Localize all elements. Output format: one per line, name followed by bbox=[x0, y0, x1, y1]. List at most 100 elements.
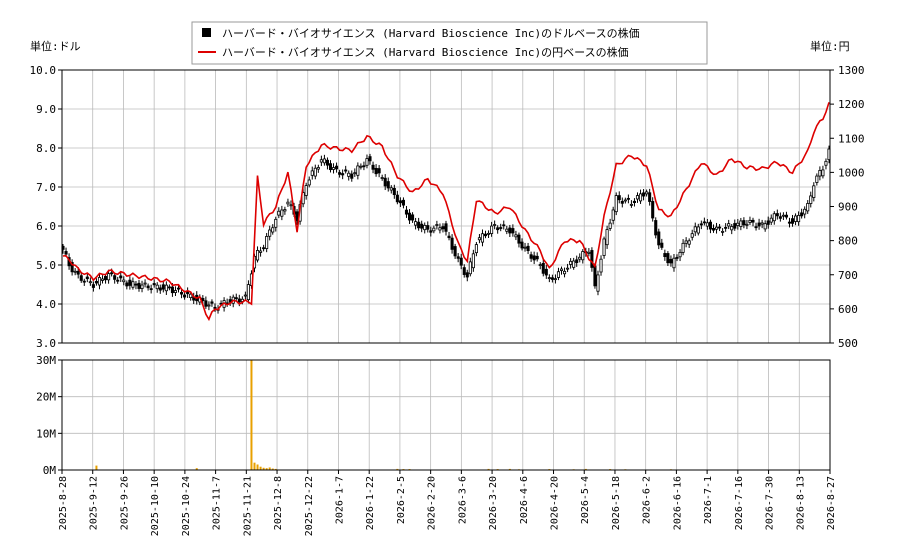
usd-candle-body bbox=[256, 250, 260, 261]
usd-candle-body bbox=[280, 209, 284, 217]
usd-candle-body bbox=[718, 226, 722, 229]
x-tick-label: 2025-10-24 bbox=[181, 476, 192, 536]
usd-candle-body bbox=[639, 193, 643, 202]
y-tick-label-jpy: 1100 bbox=[838, 132, 865, 145]
usd-candle-body bbox=[164, 284, 168, 292]
y-tick-label-jpy: 1200 bbox=[838, 98, 865, 111]
usd-candle-body bbox=[398, 200, 402, 204]
usd-candle-body bbox=[556, 271, 561, 278]
x-tick-label: 2026-6-16 bbox=[672, 476, 683, 530]
usd-candle-body bbox=[635, 195, 640, 200]
usd-candle-body bbox=[787, 221, 792, 224]
usd-candle-body bbox=[754, 226, 758, 229]
volume-bar bbox=[487, 468, 490, 470]
usd-candle-body bbox=[338, 172, 342, 175]
usd-candle-body bbox=[587, 251, 591, 254]
usd-candle-body bbox=[590, 250, 594, 268]
y-tick-label-jpy: 700 bbox=[838, 269, 858, 282]
usd-candle-body bbox=[158, 287, 162, 291]
y-tick-label-usd: 7.0 bbox=[36, 181, 56, 194]
volume-bar bbox=[274, 468, 277, 470]
usd-candle-body bbox=[493, 224, 497, 226]
usd-candle-body bbox=[617, 195, 621, 201]
usd-candle-body bbox=[125, 282, 129, 287]
x-tick-label: 2026-1-7 bbox=[334, 476, 345, 524]
usd-candle-body bbox=[234, 297, 238, 300]
usd-candle-body bbox=[180, 292, 184, 295]
usd-candle-body bbox=[183, 294, 187, 298]
usd-candle-body bbox=[435, 224, 439, 226]
usd-candle-body bbox=[766, 220, 770, 225]
usd-candle-body bbox=[572, 260, 576, 268]
volume-bar bbox=[396, 468, 399, 470]
volume-panel-frame bbox=[61, 359, 831, 471]
usd-candle-body bbox=[322, 158, 326, 164]
jpy-price-line bbox=[62, 102, 830, 322]
usd-candle-body bbox=[383, 177, 387, 187]
usd-candle-body bbox=[757, 222, 761, 227]
usd-candle-body bbox=[128, 279, 132, 286]
y-tick-label-jpy: 1000 bbox=[838, 166, 865, 179]
usd-candle-body bbox=[809, 195, 813, 204]
usd-candle-body bbox=[535, 255, 539, 260]
usd-candle-body bbox=[797, 214, 801, 223]
usd-candle-body bbox=[237, 298, 241, 303]
usd-candle-body bbox=[763, 223, 767, 230]
usd-candle-body bbox=[629, 203, 633, 206]
usd-candle-body bbox=[517, 234, 521, 244]
volume-tick-label: 0M bbox=[43, 464, 57, 477]
y-tick-label-usd: 5.0 bbox=[36, 259, 56, 272]
usd-candle-body bbox=[426, 225, 430, 230]
usd-candle-body bbox=[88, 281, 92, 284]
usd-candle-body bbox=[462, 267, 466, 275]
usd-candle-body bbox=[705, 222, 709, 227]
usd-candle-body bbox=[404, 209, 409, 215]
usd-candle-body bbox=[143, 282, 147, 285]
usd-candle-body bbox=[693, 226, 697, 233]
usd-candle-body bbox=[131, 281, 135, 288]
usd-candle-body bbox=[429, 230, 433, 233]
usd-candle-body bbox=[803, 208, 807, 215]
usd-candle-body bbox=[283, 209, 287, 212]
volume-bar bbox=[259, 466, 262, 470]
usd-candle-body bbox=[690, 233, 694, 238]
usd-candle-body bbox=[319, 159, 323, 163]
usd-candle-body bbox=[401, 199, 405, 206]
usd-candle-body bbox=[541, 262, 545, 274]
usd-candle-body bbox=[632, 200, 636, 203]
usd-candle-body bbox=[91, 284, 95, 288]
usd-candle-body bbox=[523, 246, 527, 249]
usd-candle-body bbox=[724, 226, 728, 229]
usd-candle-body bbox=[687, 240, 691, 245]
usd-candle-body bbox=[769, 217, 773, 223]
usd-candle-body bbox=[213, 306, 217, 309]
y-tick-label-jpy: 1300 bbox=[838, 64, 865, 77]
usd-candle-body bbox=[514, 234, 518, 238]
usd-candle-body bbox=[593, 265, 597, 287]
usd-candle-body bbox=[122, 279, 126, 283]
usd-candle-body bbox=[800, 212, 804, 217]
usd-candle-body bbox=[620, 200, 624, 204]
x-tick-label: 2026-8-27 bbox=[826, 476, 837, 530]
y-tick-label-usd: 3.0 bbox=[36, 337, 56, 350]
usd-candle-body bbox=[581, 251, 585, 261]
usd-candle-body bbox=[790, 218, 795, 224]
usd-candle-body bbox=[356, 165, 360, 176]
usd-candle-body bbox=[663, 253, 667, 258]
usd-candle-body bbox=[350, 173, 354, 179]
usd-candle-body bbox=[289, 204, 293, 207]
usd-candle-body bbox=[307, 179, 311, 186]
usd-candle-body bbox=[407, 212, 412, 221]
usd-candle-body bbox=[70, 262, 74, 273]
usd-candle-body bbox=[137, 282, 141, 289]
left-unit-label: 単位:ドル bbox=[30, 39, 81, 53]
usd-candle-body bbox=[778, 216, 782, 219]
volume-bar bbox=[95, 465, 98, 470]
usd-candle-body bbox=[411, 214, 415, 221]
usd-candle-body bbox=[420, 223, 424, 229]
usd-candle-body bbox=[271, 227, 275, 233]
usd-candle-body bbox=[465, 272, 469, 278]
usd-candle-body bbox=[569, 260, 573, 265]
usd-candle-body bbox=[736, 222, 740, 226]
